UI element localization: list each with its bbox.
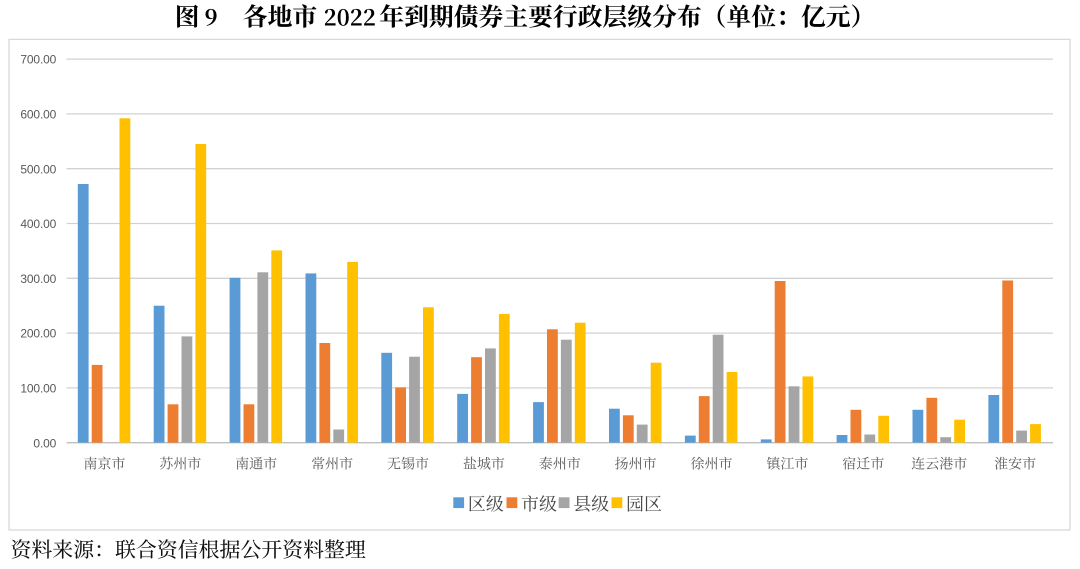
svg-text:100.00: 100.00 <box>20 382 56 396</box>
svg-text:200.00: 200.00 <box>20 327 56 341</box>
svg-text:700.00: 700.00 <box>20 53 56 67</box>
svg-text:300.00: 300.00 <box>20 272 56 286</box>
svg-text:400.00: 400.00 <box>20 217 56 231</box>
svg-text:600.00: 600.00 <box>20 108 56 122</box>
svg-text:0.00: 0.00 <box>33 436 56 450</box>
svg-text:500.00: 500.00 <box>20 162 56 176</box>
